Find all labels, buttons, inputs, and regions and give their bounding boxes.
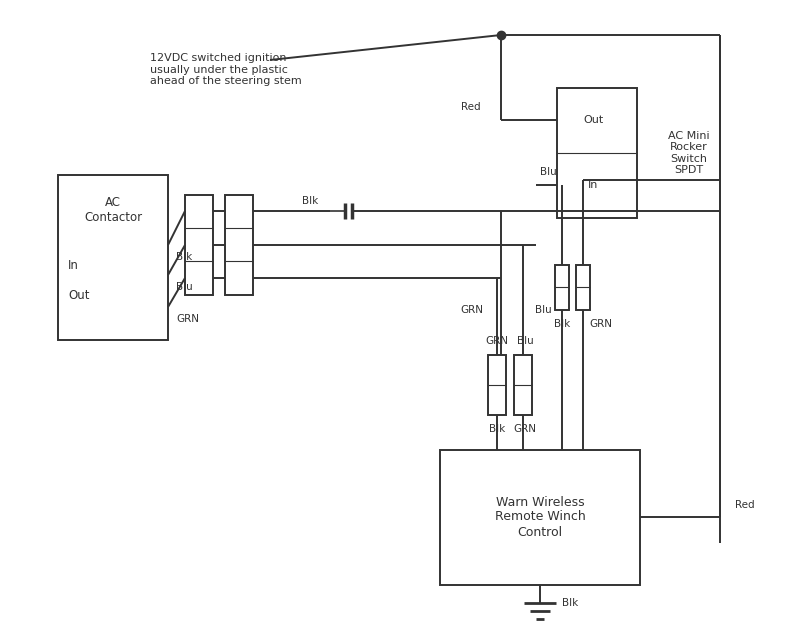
- Text: Blk: Blk: [554, 319, 570, 329]
- Text: Out: Out: [583, 115, 603, 125]
- Text: Blk: Blk: [562, 598, 578, 608]
- Text: Blk: Blk: [176, 252, 193, 262]
- Text: GRN: GRN: [590, 319, 613, 329]
- Text: AC
Contactor: AC Contactor: [84, 196, 142, 224]
- Bar: [58, 175, 168, 340]
- Text: Blu: Blu: [176, 282, 193, 292]
- Text: Blk: Blk: [302, 196, 318, 206]
- Bar: [514, 355, 532, 415]
- Text: Red: Red: [735, 500, 754, 510]
- Text: Blu: Blu: [517, 336, 534, 346]
- Text: In: In: [588, 180, 598, 190]
- Text: Red: Red: [461, 102, 481, 112]
- Text: AC Mini
Rocker
Switch
SPDT: AC Mini Rocker Switch SPDT: [668, 130, 710, 175]
- Bar: [440, 450, 640, 585]
- Bar: [225, 195, 253, 295]
- Bar: [185, 195, 213, 295]
- Bar: [488, 355, 506, 415]
- Bar: [557, 88, 637, 218]
- Text: 12VDC switched ignition
usually under the plastic
ahead of the steering stem: 12VDC switched ignition usually under th…: [150, 53, 302, 86]
- Text: GRN: GRN: [460, 305, 483, 315]
- Bar: [576, 265, 590, 310]
- Text: Out: Out: [68, 288, 89, 302]
- Text: Blu: Blu: [539, 167, 556, 177]
- Bar: [555, 265, 569, 310]
- Text: Warn Wireless
Remote Winch
Control: Warn Wireless Remote Winch Control: [495, 495, 586, 539]
- Text: Blu: Blu: [535, 305, 551, 315]
- Text: Blk: Blk: [489, 424, 505, 434]
- Text: In: In: [68, 259, 79, 272]
- Text: GRN: GRN: [514, 424, 536, 434]
- Text: GRN: GRN: [486, 336, 508, 346]
- Text: GRN: GRN: [176, 314, 199, 324]
